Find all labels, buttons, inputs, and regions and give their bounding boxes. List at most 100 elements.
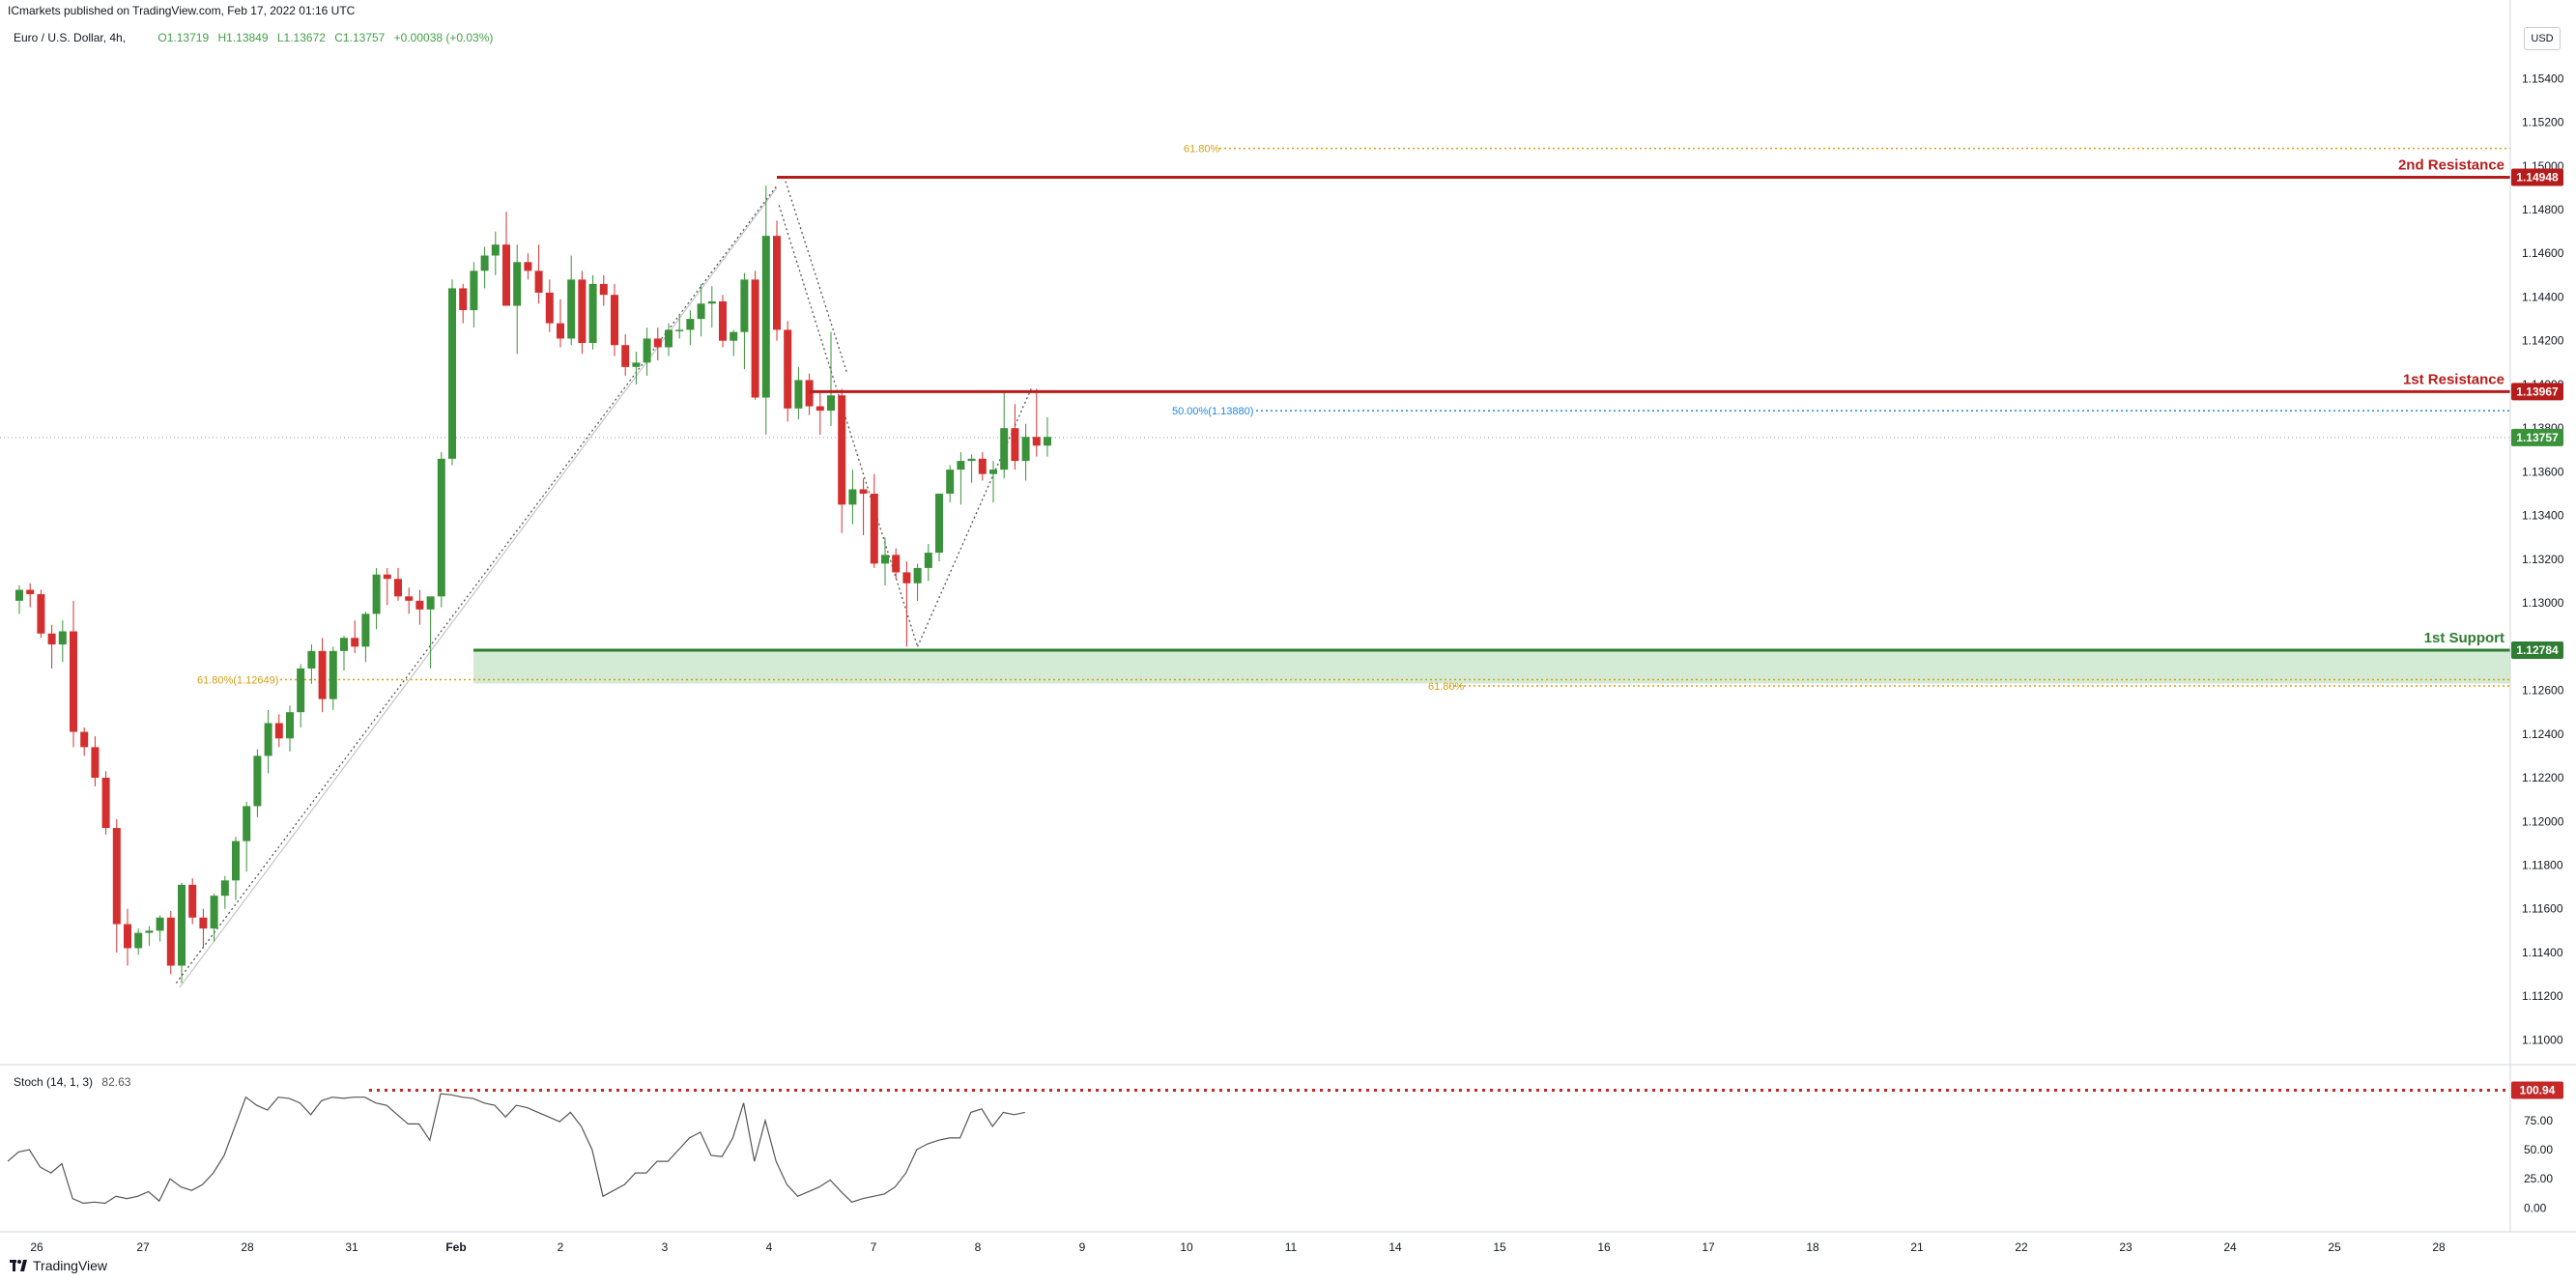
stoch-line [7,1093,1025,1205]
fib-trend-down-1 [785,181,848,374]
candle-body [70,631,77,732]
candle-body [199,917,208,929]
stoch-tick-label: 0.00 [2524,1201,2547,1214]
time-tick-label: 14 [1388,1240,1402,1254]
time-tick-label: 9 [1079,1240,1086,1254]
fib-trend-down-2 [778,205,919,647]
candle-body [719,300,727,341]
candle-body [243,806,251,841]
fib-bottom-label: 61.80% [1428,681,1465,693]
candle-body [621,345,630,367]
level-tag-text: 1.12784 [2516,643,2559,657]
candle-body [1021,437,1030,462]
candle-body [286,712,294,739]
stoch-last-value: 82.63 [101,1075,131,1089]
candle-body [426,596,435,610]
candle-body [859,489,868,495]
open-value: O1.13719 [157,31,210,44]
candle-body [1044,437,1051,446]
candle-body [145,930,154,933]
time-tick-label: 2 [558,1240,564,1254]
candle-body [124,924,131,949]
candle-body [902,572,911,584]
level-tag-text: 1.13967 [2516,385,2559,398]
candle-body [892,555,901,573]
candle-body [15,589,23,601]
price-axis[interactable]: 1.154001.152001.150001.148001.146001.144… [2509,0,2564,1232]
candle-body [1011,428,1019,462]
candle-body [405,596,414,601]
price-tick-label: 1.13000 [2522,596,2564,610]
time-tick-label: 28 [241,1240,254,1254]
candle-body [383,574,391,580]
candle-body [567,279,576,339]
price-tick-label: 1.11400 [2522,946,2563,959]
time-tick-label: 10 [1180,1240,1193,1254]
candle-body [166,917,175,966]
level-label: 1st Support [2424,630,2504,646]
stoch-overbought-tag-text: 100.94 [2520,1084,2556,1097]
candle-body [112,828,121,925]
horizontal-levels: 2nd Resistance 1st Resistance 1st Support [473,157,2510,652]
candle-body [957,461,965,470]
candle-body [653,338,662,348]
candle-body [989,470,997,474]
time-tick-label: 26 [30,1240,43,1254]
price-tick-label: 1.14200 [2522,334,2564,348]
candle-body [924,553,932,568]
candle-body [134,932,143,949]
candle-body [665,329,673,348]
stoch-legend: Stoch (14, 1, 3) 82.63 [14,1074,130,1090]
candle-body [26,589,35,595]
candle-body [340,638,348,651]
candle-body [329,650,337,699]
candle-body [80,731,89,748]
price-tick-label: 1.12600 [2522,684,2564,698]
currency-label: USD [2531,33,2554,44]
tradingview-footer[interactable]: TradingView [10,1255,107,1276]
fib-trend-up-solid [179,187,778,988]
price-tick-label: 1.13600 [2522,465,2564,478]
candle-body [1032,437,1041,446]
candle-body [838,395,846,505]
candle-body [351,638,359,647]
time-tick-label: 25 [2328,1240,2341,1254]
stoch-tick-label: 75.00 [2524,1114,2553,1127]
price-tick-label: 1.14400 [2522,290,2564,303]
fib-top-label: 61.80% [1184,144,1220,156]
candle-body [372,574,381,614]
time-tick-label: 3 [662,1240,669,1254]
time-tick-label: 7 [871,1240,877,1254]
candle-body [253,755,262,807]
stoch-overbought-tag [2511,1081,2563,1099]
time-tick-label: 4 [766,1240,773,1254]
candle-body [643,338,651,363]
stoch-tick-label: 25.00 [2524,1172,2553,1185]
candle-body [946,470,955,495]
candle-body [188,884,197,918]
candle-body [935,494,943,554]
candle-body [156,917,164,931]
candle-body [232,840,240,881]
symbol-name: Euro / U.S. Dollar, 4h, [14,31,127,44]
candle-body [459,288,468,311]
price-tick-label: 1.13200 [2522,553,2564,566]
support-zone [473,649,2510,684]
candle-body [437,458,445,597]
time-tick-label: Feb [445,1240,466,1254]
fib-trend-up-2 [917,388,1032,647]
change-value: +0.00038 (+0.03%) [393,31,494,44]
stoch-tick-label: 50.00 [2524,1143,2553,1156]
candle-body [557,323,564,339]
time-tick-label: 17 [1702,1240,1715,1254]
time-axis[interactable]: 26 27 28 31 Feb 2 3 4 7 8 9 10 11 14 15 16 17 18 21 22 23 24 2… [30,1240,2446,1254]
price-tick-label: 1.12200 [2522,771,2564,784]
candle-body [297,668,305,713]
level-tag [2511,641,2563,659]
currency-button[interactable]: USD [2524,27,2561,50]
candle-body [491,244,500,256]
publisher-line: ICmarkets published on TradingView.com, … [8,4,356,17]
candle-body [805,380,814,407]
